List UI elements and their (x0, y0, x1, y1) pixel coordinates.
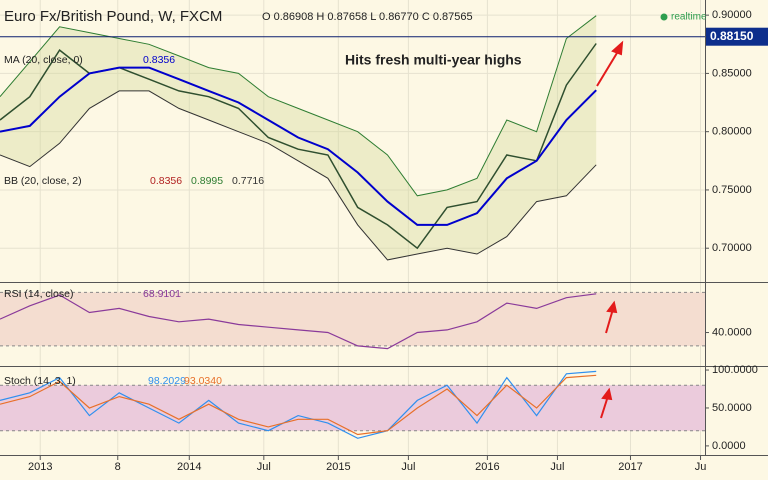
legend-stoch-d: 93.0340 (184, 375, 222, 387)
ohlc: O 0.86908 H 0.87658 L 0.86770 C 0.87565 (262, 11, 473, 23)
bb-lower (0, 90, 597, 261)
status-dot (660, 13, 668, 21)
legend-rsi-value: 68.9101 (143, 288, 181, 300)
arrow-head (611, 40, 624, 56)
arrow (596, 47, 621, 87)
x-tick-label: 2016 (475, 461, 499, 473)
arrow-head (606, 300, 618, 314)
chart-title: Euro Fx/British Pound, W, FXCM (4, 8, 222, 25)
legend-bb: BB (20, close, 2) (4, 175, 82, 187)
status: realtime (671, 12, 707, 23)
arrows (596, 40, 624, 419)
x-tick-label: 2014 (177, 461, 201, 473)
x-tick-label: 2013 (28, 461, 52, 473)
arrow (605, 308, 614, 334)
legend-ma: MA (20, close, 0) (4, 54, 83, 66)
legend-stoch: Stoch (14, 3, 1) (4, 375, 76, 387)
bb-upper (0, 15, 597, 197)
x-tick-label: 8 (115, 461, 121, 473)
y-tick-label: 100.0000 (712, 364, 758, 376)
plots (0, 0, 705, 455)
x-tick-label: Jul (401, 461, 415, 473)
indicator-line (0, 370, 597, 439)
x-tick-label: Jul (550, 461, 564, 473)
y-tick-label: 40.0000 (712, 326, 752, 338)
y-tick-label: 0.90000 (712, 9, 752, 21)
band (0, 385, 705, 431)
indicator-line (0, 293, 597, 350)
x-tick-label: Jul (257, 461, 271, 473)
x-tick-label: Ju (695, 461, 707, 473)
y-tick-label: 0.70000 (712, 242, 752, 254)
arrow-head (601, 387, 613, 401)
price-tag (706, 27, 768, 46)
y-tick-label: 0.80000 (712, 126, 752, 138)
legend-bb-upper: 0.8995 (191, 175, 223, 187)
y-tick-label: 0.75000 (712, 184, 752, 196)
ma-line (0, 66, 597, 226)
y-tick-label: 0.0000 (712, 440, 746, 452)
legend-bb-basis: 0.8356 (150, 175, 182, 187)
annotation: Hits fresh multi-year highs (345, 52, 522, 68)
legend-bb-lower: 0.7716 (232, 175, 264, 187)
x-tick-label: 2017 (618, 461, 642, 473)
x-tick-label: 2015 (326, 461, 350, 473)
y-tick-label: 50.0000 (712, 402, 752, 414)
legend-rsi: RSI (14, close) (4, 288, 73, 300)
price-tag-label: 0.88150 (710, 29, 754, 43)
arrow (600, 395, 609, 419)
band (0, 292, 705, 346)
indicator-line (0, 374, 597, 436)
legend-stoch-k: 98.2029 (148, 375, 186, 387)
legend-ma-value: 0.8356 (143, 54, 175, 66)
y-tick-label: 0.85000 (712, 67, 752, 79)
